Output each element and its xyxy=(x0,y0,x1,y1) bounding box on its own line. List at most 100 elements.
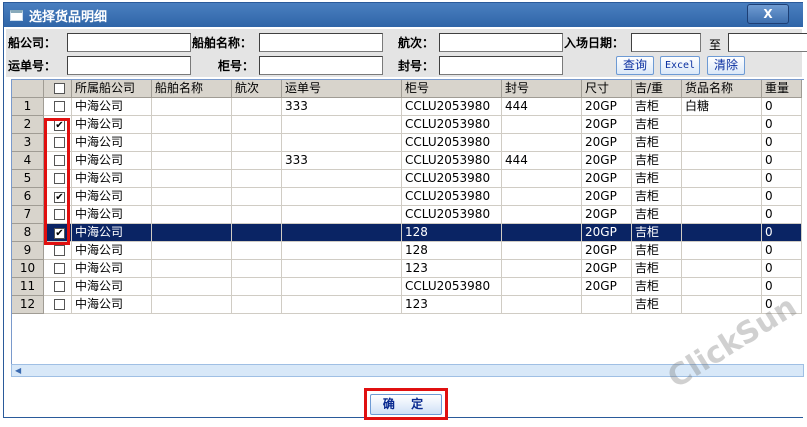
grid-cell[interactable] xyxy=(152,152,232,170)
grid-cell[interactable]: 20GP xyxy=(582,242,632,260)
clear-button[interactable]: 清除 xyxy=(707,56,745,75)
grid-cell[interactable]: 吉柜 xyxy=(632,224,682,242)
grid-cell[interactable] xyxy=(282,278,402,296)
row-checkbox[interactable] xyxy=(54,245,65,256)
grid-cell[interactable] xyxy=(232,278,282,296)
grid-cell[interactable] xyxy=(502,224,582,242)
grid-cell[interactable] xyxy=(502,278,582,296)
grid-cell[interactable] xyxy=(232,260,282,278)
grid-cell[interactable]: 中海公司 xyxy=(72,98,152,116)
checkbox-cell[interactable]: ✔ xyxy=(44,188,72,206)
grid-cell[interactable]: 中海公司 xyxy=(72,206,152,224)
grid-cell[interactable] xyxy=(582,296,632,314)
row-checkbox[interactable] xyxy=(54,101,65,112)
table-row[interactable]: 8 ✔ 中海公司 128 20GP 吉柜 0 xyxy=(12,224,804,242)
grid-cell[interactable]: 吉柜 xyxy=(632,134,682,152)
grid-cell[interactable]: 吉柜 xyxy=(632,116,682,134)
grid-cell[interactable] xyxy=(682,134,762,152)
grid-cell[interactable] xyxy=(682,206,762,224)
checkbox-cell[interactable]: ✔ xyxy=(44,224,72,242)
grid-cell[interactable]: 吉柜 xyxy=(632,278,682,296)
select-all-checkbox-cell[interactable] xyxy=(44,80,72,98)
grid-cell[interactable] xyxy=(282,260,402,278)
column-header[interactable]: 尺寸 xyxy=(582,80,632,98)
grid-cell[interactable]: CCLU2053980 xyxy=(402,116,502,134)
column-header[interactable]: 所属船公司 xyxy=(72,80,152,98)
table-row[interactable]: 4 中海公司 333 CCLU2053980 444 20GP 吉柜 0 xyxy=(12,152,804,170)
grid-cell[interactable] xyxy=(282,296,402,314)
checkbox-cell[interactable] xyxy=(44,98,72,116)
grid-cell[interactable]: CCLU2053980 xyxy=(402,152,502,170)
grid-cell[interactable] xyxy=(232,152,282,170)
grid-cell[interactable]: 吉柜 xyxy=(632,152,682,170)
row-checkbox[interactable] xyxy=(54,263,65,274)
grid-cell[interactable]: 20GP xyxy=(582,224,632,242)
grid-cell[interactable] xyxy=(232,98,282,116)
grid-cell[interactable] xyxy=(282,224,402,242)
checkbox-cell[interactable] xyxy=(44,206,72,224)
grid-cell[interactable]: 444 xyxy=(502,98,582,116)
grid-cell[interactable] xyxy=(502,260,582,278)
grid-cell[interactable] xyxy=(152,98,232,116)
grid-cell[interactable] xyxy=(502,134,582,152)
column-header[interactable]: 船舶名称 xyxy=(152,80,232,98)
ship-company-input[interactable] xyxy=(67,33,191,52)
grid-cell[interactable]: 333 xyxy=(282,152,402,170)
grid-cell[interactable] xyxy=(232,224,282,242)
grid-cell[interactable]: 0 xyxy=(762,188,802,206)
grid-cell[interactable] xyxy=(152,116,232,134)
grid-cell[interactable]: 333 xyxy=(282,98,402,116)
table-row[interactable]: 10 中海公司 123 20GP 吉柜 0 xyxy=(12,260,804,278)
grid-cell[interactable]: 中海公司 xyxy=(72,296,152,314)
grid-cell[interactable] xyxy=(502,116,582,134)
grid-cell[interactable] xyxy=(682,170,762,188)
grid-cell[interactable]: 吉柜 xyxy=(632,242,682,260)
grid-cell[interactable] xyxy=(682,224,762,242)
grid-cell[interactable]: 中海公司 xyxy=(72,224,152,242)
grid-cell[interactable] xyxy=(282,206,402,224)
grid-cell[interactable]: 128 xyxy=(402,242,502,260)
grid-cell[interactable] xyxy=(502,242,582,260)
grid-cell[interactable]: 0 xyxy=(762,116,802,134)
grid-cell[interactable] xyxy=(682,188,762,206)
column-header[interactable]: 运单号 xyxy=(282,80,402,98)
table-row[interactable]: 5 中海公司 CCLU2053980 20GP 吉柜 0 xyxy=(12,170,804,188)
grid-cell[interactable]: 123 xyxy=(402,296,502,314)
grid-cell[interactable]: 20GP xyxy=(582,134,632,152)
checkbox-cell[interactable] xyxy=(44,260,72,278)
grid-cell[interactable] xyxy=(232,170,282,188)
voyage-input[interactable] xyxy=(439,33,563,52)
checkbox-cell[interactable] xyxy=(44,170,72,188)
grid-cell[interactable]: 吉柜 xyxy=(632,170,682,188)
grid-cell[interactable] xyxy=(152,170,232,188)
grid-cell[interactable]: CCLU2053980 xyxy=(402,206,502,224)
grid-cell[interactable] xyxy=(152,224,232,242)
grid-cell[interactable] xyxy=(152,260,232,278)
grid-cell[interactable] xyxy=(232,206,282,224)
grid-cell[interactable]: 0 xyxy=(762,260,802,278)
row-checkbox[interactable] xyxy=(54,299,65,310)
select-all-checkbox[interactable] xyxy=(54,83,65,94)
seal-input[interactable] xyxy=(439,56,563,75)
grid-cell[interactable]: CCLU2053980 xyxy=(402,170,502,188)
close-button[interactable]: X xyxy=(747,4,789,24)
row-checkbox[interactable] xyxy=(54,281,65,292)
table-row[interactable]: 1 中海公司 333 CCLU2053980 444 20GP 吉柜 白糖 0 xyxy=(12,98,804,116)
grid-cell[interactable] xyxy=(152,206,232,224)
grid-cell[interactable] xyxy=(282,188,402,206)
date-from-input[interactable] xyxy=(631,33,701,52)
grid-cell[interactable] xyxy=(682,296,762,314)
column-header[interactable]: 货品名称 xyxy=(682,80,762,98)
grid-cell[interactable]: 中海公司 xyxy=(72,170,152,188)
grid-cell[interactable]: 0 xyxy=(762,170,802,188)
grid-cell[interactable]: 20GP xyxy=(582,206,632,224)
grid-cell[interactable] xyxy=(282,242,402,260)
grid-cell[interactable] xyxy=(502,206,582,224)
date-end-input[interactable] xyxy=(728,33,807,52)
table-row[interactable]: 12 中海公司 123 吉柜 0 xyxy=(12,296,804,314)
grid-cell[interactable] xyxy=(682,242,762,260)
grid-cell[interactable] xyxy=(682,152,762,170)
row-checkbox[interactable] xyxy=(54,209,65,220)
column-header[interactable]: 吉/重 xyxy=(632,80,682,98)
grid-cell[interactable]: 123 xyxy=(402,260,502,278)
